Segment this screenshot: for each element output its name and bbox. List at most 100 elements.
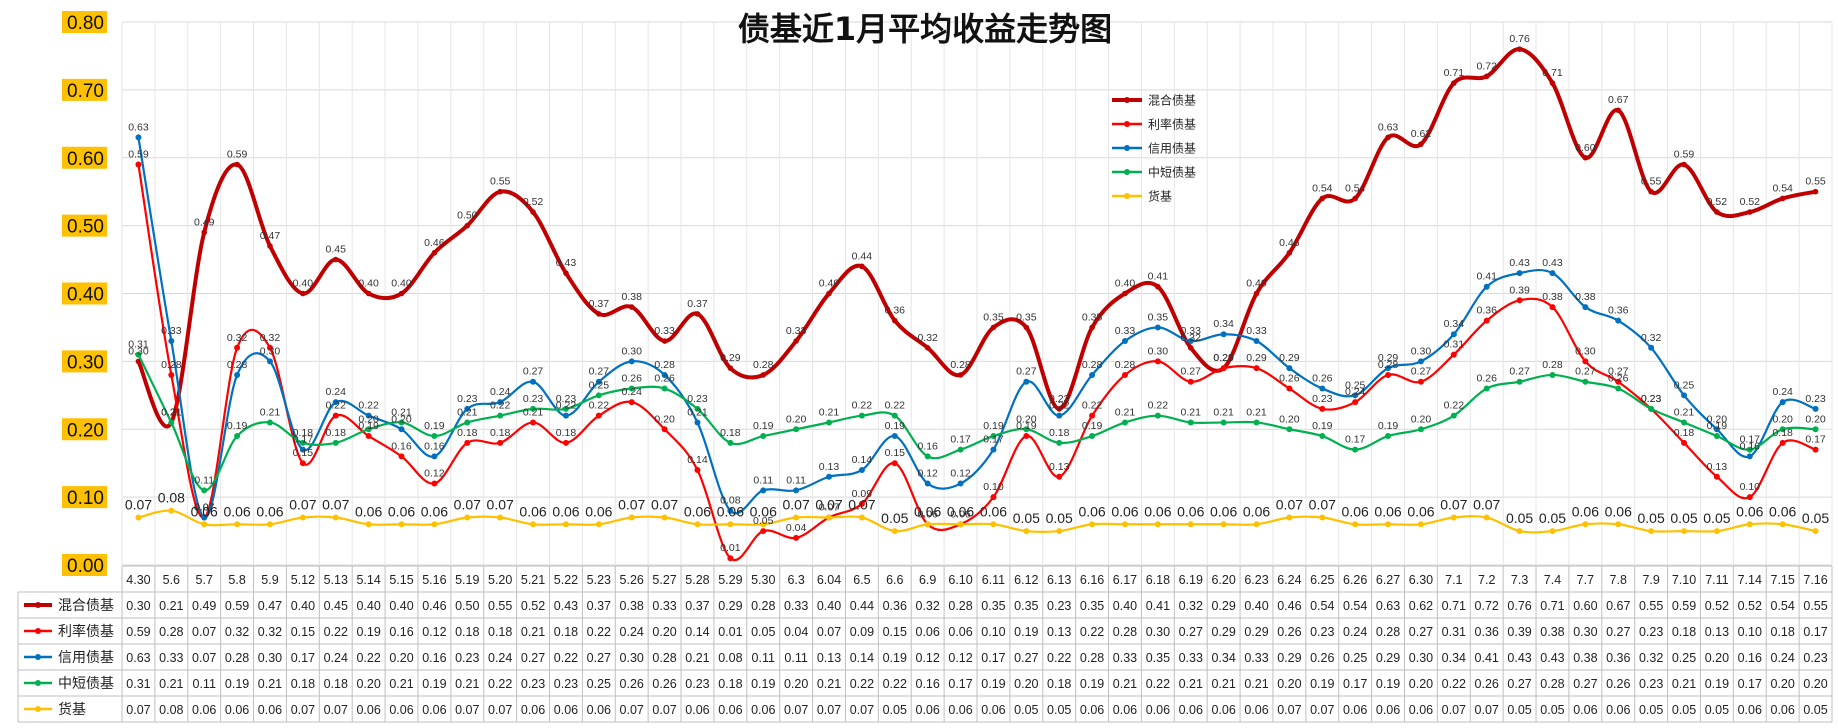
data-point — [1713, 528, 1720, 535]
data-point — [464, 439, 471, 446]
data-label: 0.40 — [1115, 278, 1136, 290]
data-label: 0.27 — [1016, 366, 1037, 378]
table-cell: 0.72 — [1475, 599, 1499, 613]
table-cell: 0.30 — [620, 651, 644, 665]
data-point — [530, 378, 537, 385]
data-point — [793, 534, 800, 541]
data-point — [1779, 195, 1786, 202]
table-cell: 0.19 — [1310, 677, 1334, 691]
table-cell: 0.06 — [1179, 703, 1203, 717]
table-cell: 0.26 — [1277, 625, 1301, 639]
table-cell: 0.08 — [718, 651, 742, 665]
table-cell: 0.18 — [718, 677, 742, 691]
data-point — [464, 514, 471, 521]
data-point — [760, 372, 767, 378]
table-cell: 0.07 — [291, 703, 315, 717]
table-cell: 0.05 — [883, 703, 907, 717]
data-label: 0.20 — [358, 413, 379, 425]
data-point — [760, 433, 767, 440]
data-point — [1451, 80, 1457, 86]
table-cell: 0.07 — [192, 651, 216, 665]
data-label: 0.06 — [1769, 503, 1796, 519]
data-point — [1713, 426, 1720, 433]
data-point — [793, 338, 799, 344]
legend-entry: 利率债基 — [1148, 117, 1196, 132]
table-cell: 0.40 — [291, 599, 315, 613]
x-tick-label: 5.26 — [620, 573, 644, 587]
table-cell: 0.22 — [554, 651, 578, 665]
table-row-key-marker — [35, 628, 41, 634]
data-label: 0.55 — [1805, 176, 1826, 188]
table-cell: 0.22 — [488, 677, 512, 691]
data-point — [891, 412, 898, 419]
table-cell: 0.23 — [554, 677, 578, 691]
data-point — [1154, 358, 1161, 365]
table-row-name: 利率债基 — [58, 623, 114, 640]
data-label: 0.17 — [983, 434, 1004, 446]
data-label: 0.07 — [125, 496, 152, 512]
data-label: 0.26 — [1608, 373, 1629, 385]
data-label: 0.24 — [1772, 386, 1793, 398]
data-label: 0.28 — [950, 359, 971, 371]
table-cell: 0.06 — [1080, 703, 1104, 717]
table-cell: 0.36 — [883, 599, 907, 613]
data-label: 0.32 — [917, 332, 938, 344]
data-point — [628, 358, 635, 365]
data-label: 0.52 — [1740, 196, 1761, 208]
x-tick-label: 7.3 — [1511, 573, 1528, 587]
table-cell: 0.06 — [192, 703, 216, 717]
table-cell: 0.06 — [389, 703, 413, 717]
data-point — [727, 521, 734, 528]
data-label: 0.17 — [950, 434, 971, 446]
table-row-name: 信用债基 — [58, 649, 114, 666]
data-point — [431, 521, 438, 528]
data-point — [1121, 338, 1128, 345]
table-cell: 0.21 — [1244, 677, 1268, 691]
table-cell: 0.18 — [324, 677, 348, 691]
table-cell: 0.46 — [1277, 599, 1301, 613]
data-label: 0.21 — [391, 406, 412, 418]
table-cell: 0.22 — [883, 677, 907, 691]
table-cell: 0.22 — [1080, 625, 1104, 639]
table-row-key-marker — [35, 706, 41, 712]
data-label: 0.05 — [1013, 510, 1040, 526]
data-label: 0.59 — [227, 149, 248, 161]
data-point — [1122, 290, 1128, 297]
data-label: 0.05 — [1506, 510, 1533, 526]
table-row-name: 货基 — [58, 701, 86, 718]
table-row-key-marker — [35, 602, 41, 608]
table-cell: 0.06 — [948, 625, 972, 639]
table-cell: 0.21 — [521, 625, 545, 639]
data-point — [1746, 494, 1753, 501]
y-tick-highlight — [62, 282, 107, 305]
table-cell: 0.06 — [1244, 703, 1268, 717]
table-cell: 0.38 — [1573, 651, 1597, 665]
data-label: 0.10 — [1740, 481, 1761, 493]
table-cell: 0.06 — [916, 625, 940, 639]
data-label: 0.43 — [1542, 257, 1563, 269]
table-cell: 0.26 — [1606, 677, 1630, 691]
data-label: 0.28 — [654, 359, 675, 371]
data-point — [201, 514, 208, 521]
data-label: 0.19 — [358, 420, 379, 432]
table-cell: 0.06 — [1573, 703, 1597, 717]
data-label: 0.21 — [161, 406, 182, 418]
data-label: 0.35 — [983, 311, 1004, 323]
data-point — [365, 412, 372, 419]
data-label: 0.27 — [523, 366, 544, 378]
table-cell: 0.09 — [850, 625, 874, 639]
table-cell: 0.18 — [1047, 677, 1071, 691]
x-tick-label: 5.12 — [291, 573, 315, 587]
data-point — [464, 222, 471, 229]
x-tick-label: 6.12 — [1014, 573, 1038, 587]
table-cell: 0.07 — [1442, 703, 1466, 717]
data-point — [332, 439, 339, 446]
y-tick-highlight — [62, 11, 107, 33]
table-cell: 0.22 — [1047, 651, 1071, 665]
data-point — [1483, 385, 1490, 392]
data-point — [1812, 188, 1819, 195]
data-point — [398, 521, 405, 528]
data-label: 0.24 — [1345, 386, 1366, 398]
table-cell: 0.23 — [1639, 677, 1663, 691]
x-tick-label: 6.18 — [1146, 573, 1170, 587]
